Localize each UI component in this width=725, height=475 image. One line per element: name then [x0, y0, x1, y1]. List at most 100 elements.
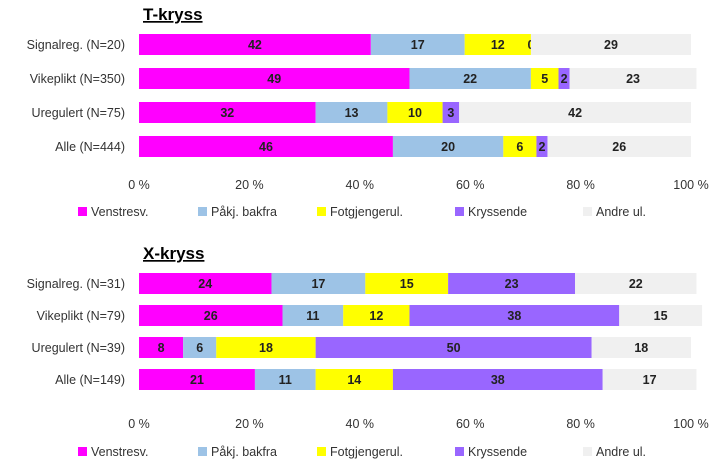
x-tick-label: 20 % — [235, 417, 264, 431]
legend-swatch-venstresv — [78, 447, 87, 456]
legend-swatch-venstresv — [78, 207, 87, 216]
legend-swatch-p-kj-bakfra — [198, 447, 207, 456]
data-label-venstresv: 46 — [259, 140, 273, 154]
legend-swatch-kryssende — [455, 207, 464, 216]
data-label-andre-ul: 23 — [626, 72, 640, 86]
legend-label-venstresv: Venstresv. — [91, 445, 148, 459]
data-label-andre-ul: 15 — [654, 309, 668, 323]
bar-row-signalreg-n-20: Signalreg. (N=20)421712029 — [27, 34, 691, 55]
data-label-fotgjengerul: 14 — [347, 373, 361, 387]
data-label-venstresv: 21 — [190, 373, 204, 387]
bar-segment-kryssende — [392, 369, 603, 390]
legend-label-p-kj-bakfra: Påkj. bakfra — [211, 445, 277, 459]
data-label-fotgjengerul: 15 — [400, 277, 414, 291]
category-label: Signalreg. (N=31) — [27, 277, 125, 291]
bar-segment-kryssende — [536, 136, 548, 157]
bar-segment-p-kj-bakfra — [271, 273, 366, 294]
data-label-kryssende: 23 — [505, 277, 519, 291]
category-label: Alle (N=149) — [55, 373, 125, 387]
bar-segment-p-kj-bakfra — [254, 369, 316, 390]
bar-segment-kryssende — [409, 305, 620, 326]
data-label-kryssende: 3 — [447, 106, 454, 120]
category-label: Uregulert (N=39) — [32, 341, 125, 355]
bar-segment-andre-ul — [575, 273, 697, 294]
bar-row-alle-n-149: Alle (N=149) 21 11 14 38 17 — [55, 369, 697, 390]
legend-swatch-kryssende — [455, 447, 464, 456]
data-label-p-kj-bakfra: 11 — [306, 309, 319, 323]
bar-segment-fotgjengerul — [503, 136, 537, 157]
data-label-venstresv: 26 — [204, 309, 218, 323]
x-tick-label: 60 % — [456, 178, 485, 192]
bar-segment-andre-ul — [602, 369, 697, 390]
x-tick-label: 0 % — [128, 417, 150, 431]
bar-segment-venstresv — [139, 273, 272, 294]
data-label-kryssende: 2 — [561, 72, 568, 86]
data-label-andre-ul: 18 — [634, 341, 648, 355]
bar-segment-venstresv — [139, 68, 410, 89]
data-label-p-kj-bakfra: 22 — [463, 72, 477, 86]
data-label-p-kj-bakfra: 13 — [345, 106, 359, 120]
data-label-fotgjengerul: 10 — [408, 106, 422, 120]
bar-segment-p-kj-bakfra — [409, 68, 531, 89]
bar-segment-venstresv — [139, 136, 393, 157]
bar-segment-p-kj-bakfra — [370, 34, 465, 55]
bar-row-vikeplikt-n-79: Vikeplikt (N=79) 26 11 12 38 15 — [37, 305, 703, 326]
category-label: Vikeplikt (N=350) — [30, 72, 125, 86]
bar-row-vikeplikt-n-350: Vikeplikt (N=350) 49 22 5 2 23 — [30, 68, 697, 89]
x-tick-label: 80 % — [566, 178, 595, 192]
data-label-venstresv: 8 — [158, 341, 165, 355]
x-tick-label: 100 % — [673, 178, 708, 192]
bar-segment-p-kj-bakfra — [392, 136, 504, 157]
x-tick-label: 100 % — [673, 417, 708, 431]
bar-segment-andre-ul — [459, 102, 691, 123]
legend-label-andre-ul: Andre ul. — [596, 445, 646, 459]
data-label-andre-ul: 42 — [568, 106, 582, 120]
x-tick-label: 40 % — [346, 417, 375, 431]
bar-segment-fotgjengerul — [464, 34, 531, 55]
bar-segment-venstresv — [139, 102, 316, 123]
bar-segment-kryssende — [448, 273, 576, 294]
bar-row-signalreg-n-31: Signalreg. (N=31) 24 17 15 23 22 — [27, 273, 697, 294]
data-label-andre-ul: 22 — [629, 277, 643, 291]
bar-segment-venstresv — [139, 34, 371, 55]
legend-swatch-p-kj-bakfra — [198, 207, 207, 216]
legend-label-kryssende: Kryssende — [468, 205, 527, 219]
bar-segment-andre-ul — [591, 337, 691, 358]
bar-segment-kryssende — [558, 68, 570, 89]
bar-segment-fotgjengerul — [315, 369, 393, 390]
bar-row-uregulert-n-75: Uregulert (N=75) 32 13 10 3 42 — [32, 102, 691, 123]
data-label-venstresv: 32 — [220, 106, 234, 120]
x-tick-label: 60 % — [456, 417, 485, 431]
bar-segment-fotgjengerul — [216, 337, 316, 358]
data-label-kryssende: 2 — [538, 140, 545, 154]
bar-segment-venstresv — [139, 305, 283, 326]
category-label: Vikeplikt (N=79) — [37, 309, 125, 323]
legend-swatch-fotgjengerul — [317, 207, 326, 216]
bar-segment-fotgjengerul — [343, 305, 410, 326]
legend-swatch-andre-ul — [583, 447, 592, 456]
category-label: Signalreg. (N=20) — [27, 38, 125, 52]
chart-t-kryss: T-kryss Signalreg. (N=20)421712029 Vikepli… — [27, 5, 709, 219]
data-label-andre-ul: 17 — [643, 373, 657, 387]
bar-segment-p-kj-bakfra — [282, 305, 344, 326]
data-label-p-kj-bakfra: 11 — [279, 373, 292, 387]
bar-segment-fotgjengerul — [365, 273, 449, 294]
data-label-fotgjengerul: 6 — [516, 140, 523, 154]
data-label-p-kj-bakfra: 17 — [311, 277, 325, 291]
legend-label-venstresv: Venstresv. — [91, 205, 148, 219]
bar-segment-kryssende — [315, 337, 592, 358]
chart-title: T-kryss — [143, 5, 203, 24]
bar-segment-kryssende — [442, 102, 460, 123]
legend-swatch-andre-ul — [583, 207, 592, 216]
data-label-kryssende: 38 — [507, 309, 521, 323]
category-label: Alle (N=444) — [55, 140, 125, 154]
data-label-venstresv: 24 — [198, 277, 212, 291]
legend-label-p-kj-bakfra: Påkj. bakfra — [211, 205, 277, 219]
x-tick-label: 80 % — [566, 417, 595, 431]
data-label-venstresv: 49 — [267, 72, 281, 86]
x-tick-label: 20 % — [235, 178, 264, 192]
data-label-andre-ul: 26 — [612, 140, 626, 154]
bar-segment-fotgjengerul — [387, 102, 443, 123]
bar-segment-fotgjengerul — [530, 68, 559, 89]
legend: Venstresv. Påkj. bakfra Fotgjengerul. Kryss… — [78, 445, 646, 459]
